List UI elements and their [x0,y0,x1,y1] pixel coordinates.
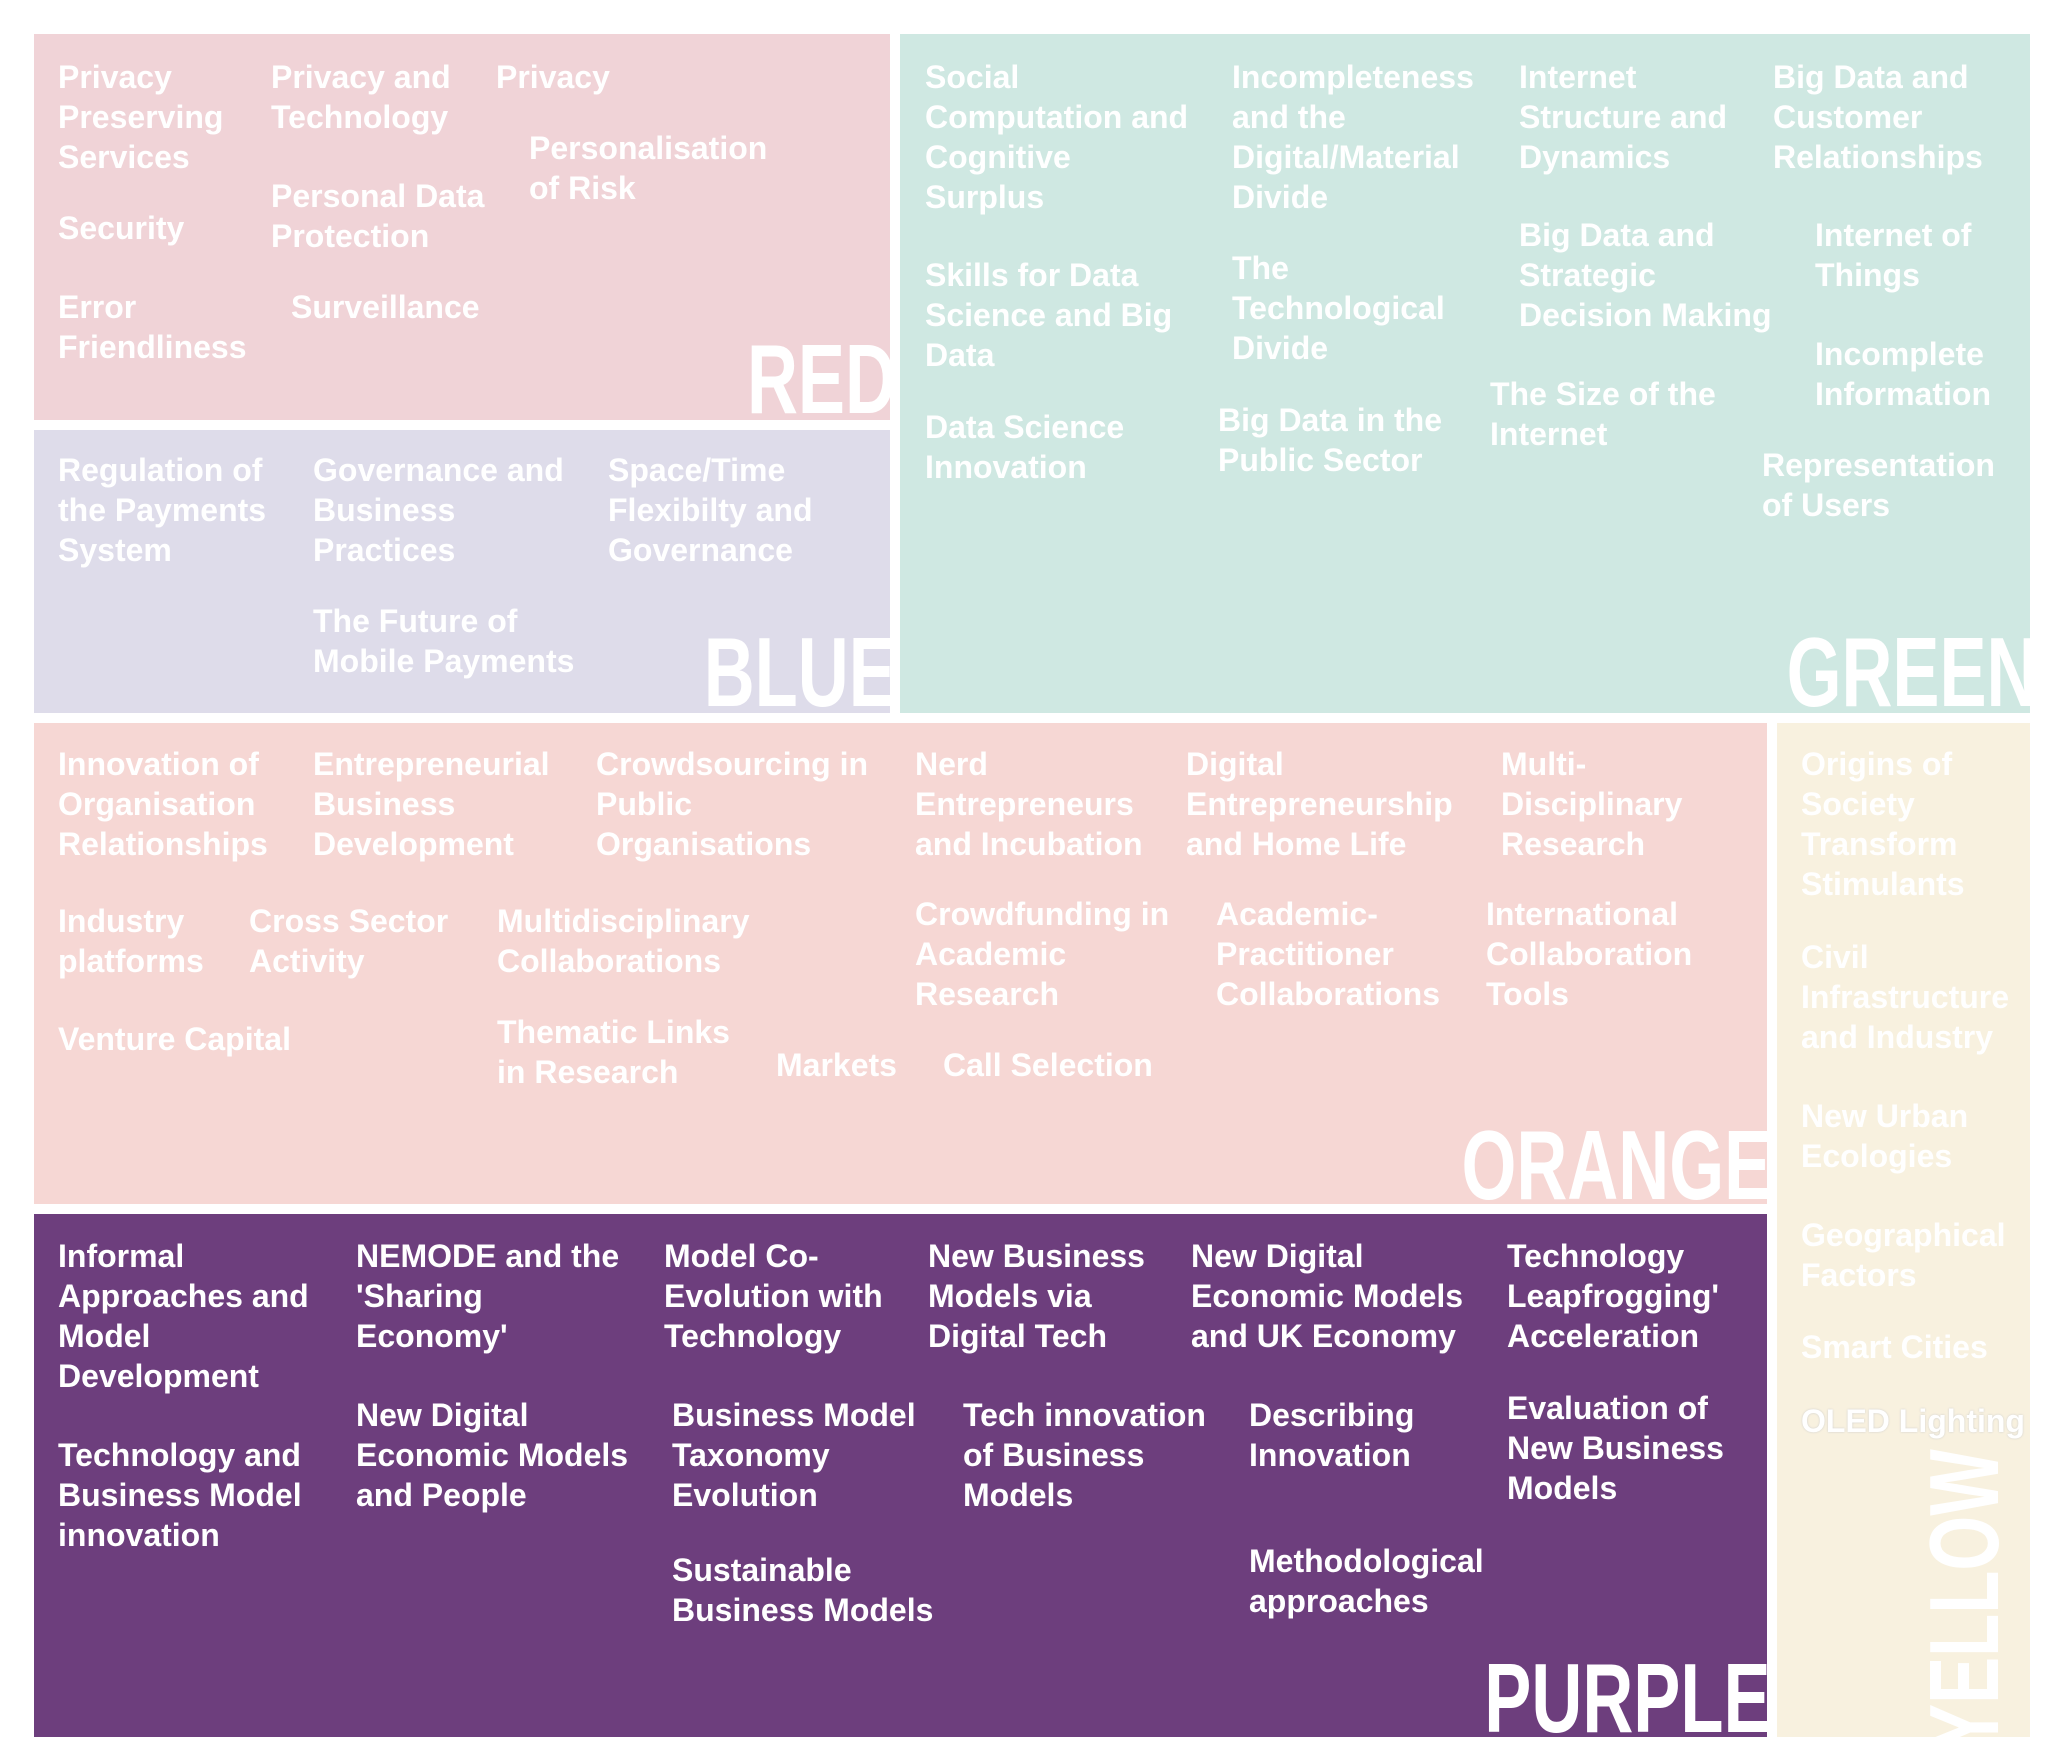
topic-crowdfunding-academic: Crowdfunding in Academic Research [915,896,1170,1012]
topic-privacy-and-technology: Privacy and Technology [271,59,451,135]
topic-nemode-sharing-economy: NEMODE and the 'Sharing Economy' [356,1238,620,1354]
topic-new-urban-ecologies: New Urban Ecologies [1801,1098,1969,1174]
region-title-blue: BLUE [703,617,890,713]
topic-big-data-customer-relationships: Big Data and Customer Relationships [1773,59,1983,175]
topic-geographical-factors: Geographical Factors [1801,1217,2006,1293]
topic-representation-of-users: Representation of Users [1762,447,1995,523]
region-green: Social Computation and Cognitive Surplus… [900,34,2030,713]
topic-multi-disciplinary-research: Multi- Disciplinary Research [1501,746,1683,862]
region-title-yellow: YELLOW [1909,1449,2019,1737]
topic-incompleteness-digital-material: Incompleteness and the Digital/Material … [1232,59,1474,215]
topic-surveillance: Surveillance [291,289,480,325]
region-title-green: GREEN [1787,617,2030,713]
topic-data-science-innovation: Data Science Innovation [925,409,1125,485]
topic-personal-data-protection: Personal Data Protection [271,178,485,254]
topic-crowdsourcing-public: Crowdsourcing in Public Organisations [596,746,868,862]
topic-innovation-of-organisation: Innovation of Organisation Relationships [58,746,268,862]
topic-privacy: Privacy [496,59,610,95]
topic-entrepreneurial-business: Entrepreneurial Business Development [313,746,550,862]
topic-tech-innovation-business-models: Tech innovation of Business Models [963,1397,1206,1513]
region-title-red: RED [747,324,890,420]
topic-new-digital-economic-models-uk: New Digital Economic Models and UK Econo… [1191,1238,1464,1354]
topic-oled-lighting: OLED Lighting [1801,1403,2025,1439]
topic-international-collaboration-tools: International Collaboration Tools [1486,896,1693,1012]
topic-business-model-taxonomy: Business Model Taxonomy Evolution [672,1397,916,1513]
topic-big-data-public-sector: Big Data in the Public Sector [1218,402,1443,478]
region-title-orange: ORANGE [1461,1110,1767,1204]
topic-call-selection: Call Selection [943,1047,1153,1083]
topic-size-of-internet: The Size of the Internet [1490,376,1716,452]
topic-new-business-models-digital-tech: New Business Models via Digital Tech [928,1238,1145,1354]
topic-digital-entrepreneurship: Digital Entrepreneurship and Home Life [1186,746,1453,862]
topic-smart-cities: Smart Cities [1801,1329,1988,1365]
topic-social-computation: Social Computation and Cognitive Surplus [925,59,1189,215]
topic-skills-for-data-science: Skills for Data Science and Big Data [925,257,1173,373]
topic-nerd-entrepreneurs: Nerd Entrepreneurs and Incubation [915,746,1143,862]
topic-evaluation-new-business-models: Evaluation of New Business Models [1507,1390,1724,1506]
topic-academic-practitioner: Academic- Practitioner Collaborations [1216,896,1441,1012]
topic-big-data-strategic-decision: Big Data and Strategic Decision Making [1519,217,1772,333]
topic-error-friendliness: Error Friendliness [58,289,247,365]
topic-technology-leapfrogging: Technology Leapfrogging' Acceleration [1507,1238,1720,1354]
topic-new-digital-economic-models-people: New Digital Economic Models and People [356,1397,629,1513]
topic-cross-sector-activity: Cross Sector Activity [249,903,449,979]
topic-regulation-of-payments: Regulation of the Payments System [58,452,267,568]
region-orange: Innovation of Organisation Relationships… [34,723,1767,1204]
topic-personalisation-of-risk: Personalisation of Risk [529,130,768,206]
region-blue: Regulation of the Payments System Govern… [34,430,890,713]
region-red: Privacy Preserving Services Privacy and … [34,34,890,420]
topic-space-time-flexibility: Space/Time Flexibilty and Governance [608,452,813,568]
topic-security: Security [58,210,185,246]
region-yellow: Origins of Society Transform Stimulants … [1777,723,2030,1737]
topic-methodological-approaches: Methodological approaches [1249,1543,1484,1619]
topic-model-co-evolution: Model Co- Evolution with Technology [664,1238,883,1354]
topic-governance-and-business-practices: Governance and Business Practices [313,452,564,568]
topic-describing-innovation: Describing Innovation [1249,1397,1415,1473]
topic-markets: Markets [776,1047,897,1083]
topic-technological-divide: The Technological Divide [1232,250,1445,366]
topic-privacy-preserving-services: Privacy Preserving Services [58,59,224,175]
topic-origins-of-society: Origins of Society Transform Stimulants [1801,746,1965,902]
region-purple: Informal Approaches and Model Developmen… [34,1214,1767,1737]
topic-internet-of-things: Internet of Things [1815,217,1972,293]
topic-venture-capital: Venture Capital [58,1021,291,1057]
topic-sustainable-business-models: Sustainable Business Models [672,1552,934,1628]
topic-civil-infrastructure: Civil Infrastructure and Industry [1801,939,2010,1055]
topic-informal-approaches: Informal Approaches and Model Developmen… [58,1238,309,1394]
topic-technology-business-model-innovation: Technology and Business Model innovation [58,1437,302,1553]
topic-incomplete-information: Incomplete Information [1815,336,1991,412]
topic-internet-structure: Internet Structure and Dynamics [1519,59,1728,175]
region-title-purple: PURPLE [1484,1643,1767,1737]
topic-multidisciplinary-collaborations: Multidisciplinary Collaborations [497,903,750,979]
topic-thematic-links: Thematic Links in Research [497,1014,730,1090]
topic-future-of-mobile-payments: The Future of Mobile Payments [313,603,575,679]
topic-industry-platforms: Industry platforms [58,903,204,979]
